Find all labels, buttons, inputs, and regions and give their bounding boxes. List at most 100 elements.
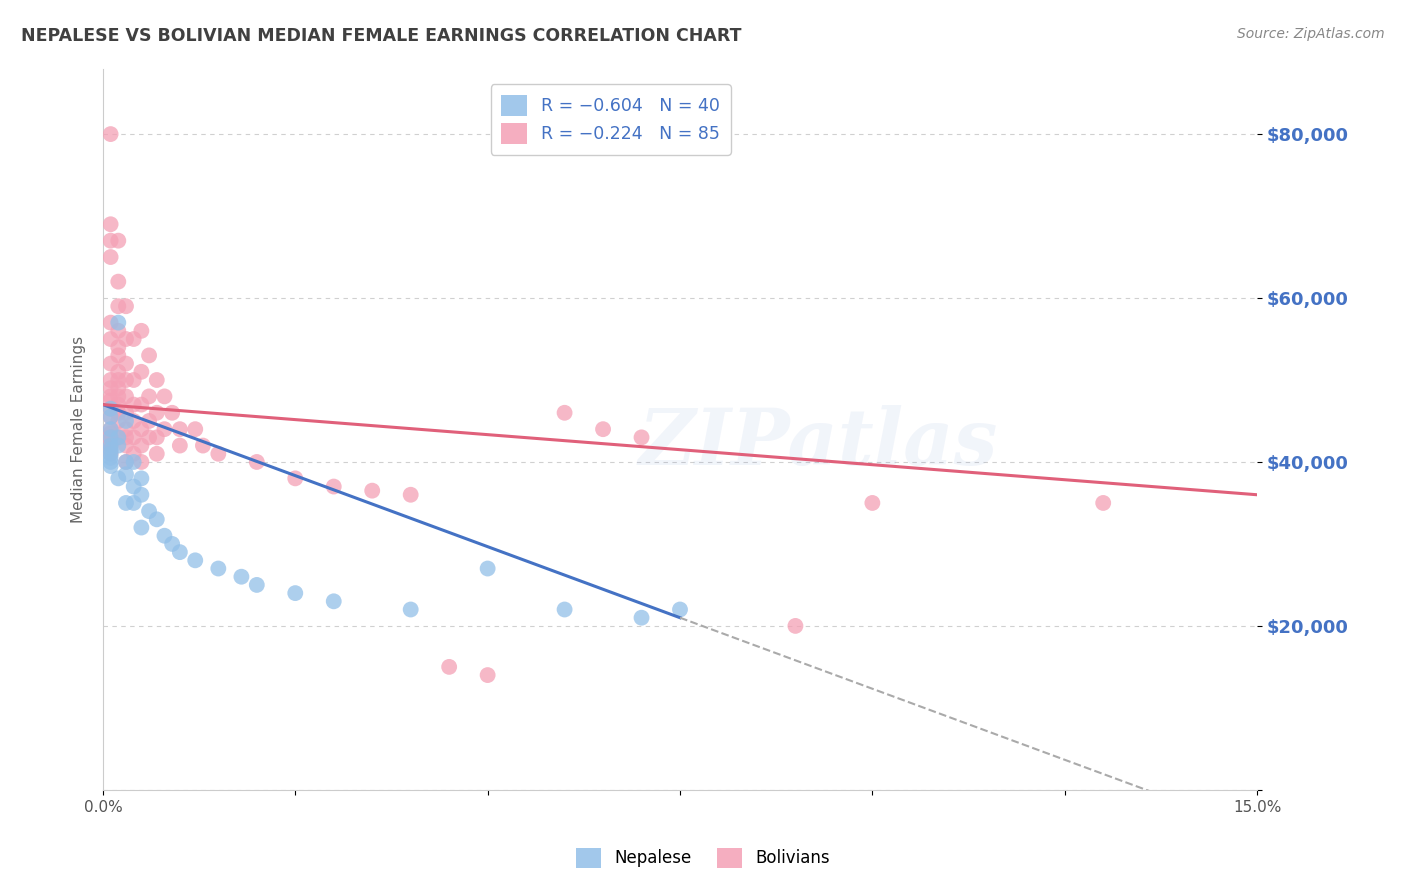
Point xyxy=(100,409,122,424)
Point xyxy=(107,373,129,387)
Point xyxy=(115,406,138,420)
Point xyxy=(138,348,160,362)
Point xyxy=(107,389,129,403)
Point xyxy=(284,471,307,485)
Point xyxy=(169,422,191,436)
Point xyxy=(115,422,138,436)
Point xyxy=(131,488,153,502)
Point xyxy=(184,422,207,436)
Point xyxy=(131,365,153,379)
Point xyxy=(284,586,307,600)
Point xyxy=(115,357,138,371)
Legend: Nepalese, Bolivians: Nepalese, Bolivians xyxy=(569,841,837,875)
Point xyxy=(100,316,122,330)
Point xyxy=(153,422,176,436)
Point xyxy=(115,455,138,469)
Point xyxy=(361,483,384,498)
Point xyxy=(246,578,269,592)
Point xyxy=(554,602,576,616)
Point xyxy=(477,668,499,682)
Point xyxy=(100,430,122,444)
Point xyxy=(785,619,807,633)
Point xyxy=(145,406,167,420)
Text: ZIPatlas: ZIPatlas xyxy=(638,405,998,482)
Point xyxy=(115,299,138,313)
Point xyxy=(138,430,160,444)
Text: NEPALESE VS BOLIVIAN MEDIAN FEMALE EARNINGS CORRELATION CHART: NEPALESE VS BOLIVIAN MEDIAN FEMALE EARNI… xyxy=(21,27,741,45)
Point xyxy=(115,332,138,346)
Point xyxy=(115,373,138,387)
Point xyxy=(131,455,153,469)
Point xyxy=(153,529,176,543)
Point xyxy=(100,401,122,416)
Point xyxy=(107,406,129,420)
Point xyxy=(100,434,122,449)
Point xyxy=(184,553,207,567)
Point xyxy=(115,496,138,510)
Point xyxy=(107,439,129,453)
Point xyxy=(160,406,183,420)
Text: Source: ZipAtlas.com: Source: ZipAtlas.com xyxy=(1237,27,1385,41)
Point xyxy=(100,422,122,436)
Point xyxy=(122,373,145,387)
Point xyxy=(131,439,153,453)
Y-axis label: Median Female Earnings: Median Female Earnings xyxy=(72,335,86,523)
Point xyxy=(122,430,145,444)
Point xyxy=(437,660,460,674)
Point xyxy=(100,389,122,403)
Point xyxy=(145,373,167,387)
Point xyxy=(115,414,138,428)
Point xyxy=(207,447,229,461)
Point xyxy=(100,409,122,424)
Point xyxy=(100,426,122,441)
Point xyxy=(131,324,153,338)
Point xyxy=(169,545,191,559)
Point xyxy=(246,455,269,469)
Point xyxy=(100,439,122,453)
Point xyxy=(100,442,122,457)
Point xyxy=(1092,496,1115,510)
Point xyxy=(115,389,138,403)
Point xyxy=(322,594,344,608)
Point xyxy=(107,381,129,395)
Point xyxy=(107,299,129,313)
Point xyxy=(115,455,138,469)
Point xyxy=(107,324,129,338)
Point xyxy=(107,365,129,379)
Point xyxy=(100,381,122,395)
Point xyxy=(145,430,167,444)
Point xyxy=(100,422,122,436)
Point xyxy=(115,439,138,453)
Point xyxy=(100,439,122,453)
Point xyxy=(122,332,145,346)
Point xyxy=(122,455,145,469)
Point xyxy=(100,430,122,444)
Point xyxy=(138,389,160,403)
Point xyxy=(122,447,145,461)
Point xyxy=(145,512,167,526)
Point xyxy=(100,234,122,248)
Point xyxy=(115,430,138,444)
Point xyxy=(100,373,122,387)
Point xyxy=(160,537,183,551)
Point xyxy=(107,316,129,330)
Point xyxy=(399,602,422,616)
Point xyxy=(100,458,122,473)
Point xyxy=(153,389,176,403)
Legend: R = −0.604   N = 40, R = −0.224   N = 85: R = −0.604 N = 40, R = −0.224 N = 85 xyxy=(491,85,731,154)
Point xyxy=(107,340,129,354)
Point xyxy=(100,217,122,231)
Point xyxy=(100,127,122,141)
Point xyxy=(592,422,614,436)
Point xyxy=(191,439,214,453)
Point xyxy=(477,561,499,575)
Point xyxy=(231,570,253,584)
Point xyxy=(100,442,122,457)
Point xyxy=(107,430,129,444)
Point xyxy=(100,401,122,416)
Point xyxy=(554,406,576,420)
Point xyxy=(107,348,129,362)
Point xyxy=(107,398,129,412)
Point xyxy=(131,520,153,534)
Point xyxy=(860,496,883,510)
